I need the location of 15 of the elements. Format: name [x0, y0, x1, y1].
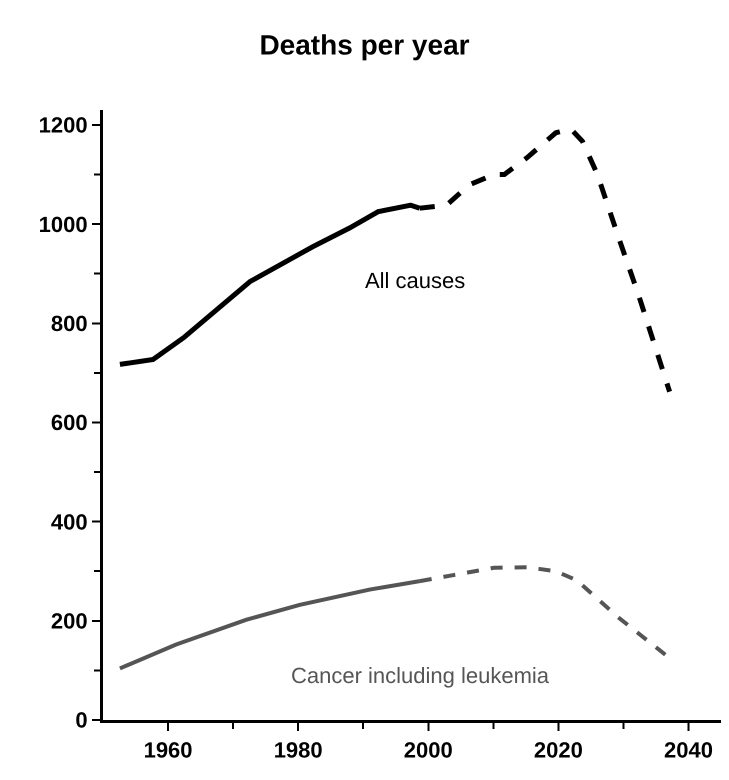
x-tick-label: 2000: [404, 737, 453, 762]
y-tick-label: 600: [50, 410, 88, 436]
x-tick-label: 2040: [664, 737, 713, 762]
y-tick-label: 800: [50, 310, 88, 336]
y-tick-label: 1200: [38, 112, 88, 138]
x-tick-label: 1960: [144, 737, 193, 762]
x-tick-label: 1980: [274, 737, 323, 762]
chart-title: Deaths per year: [259, 30, 470, 61]
annotation: All causes: [365, 268, 466, 293]
y-tick-label: 0: [75, 708, 88, 733]
annotation: Cancer including leukemia: [291, 663, 550, 688]
y-tick-label: 1000: [38, 212, 88, 237]
x-tick-label: 2020: [534, 737, 583, 762]
y-tick-label: 200: [50, 608, 88, 634]
y-tick-label: 400: [50, 509, 88, 534]
